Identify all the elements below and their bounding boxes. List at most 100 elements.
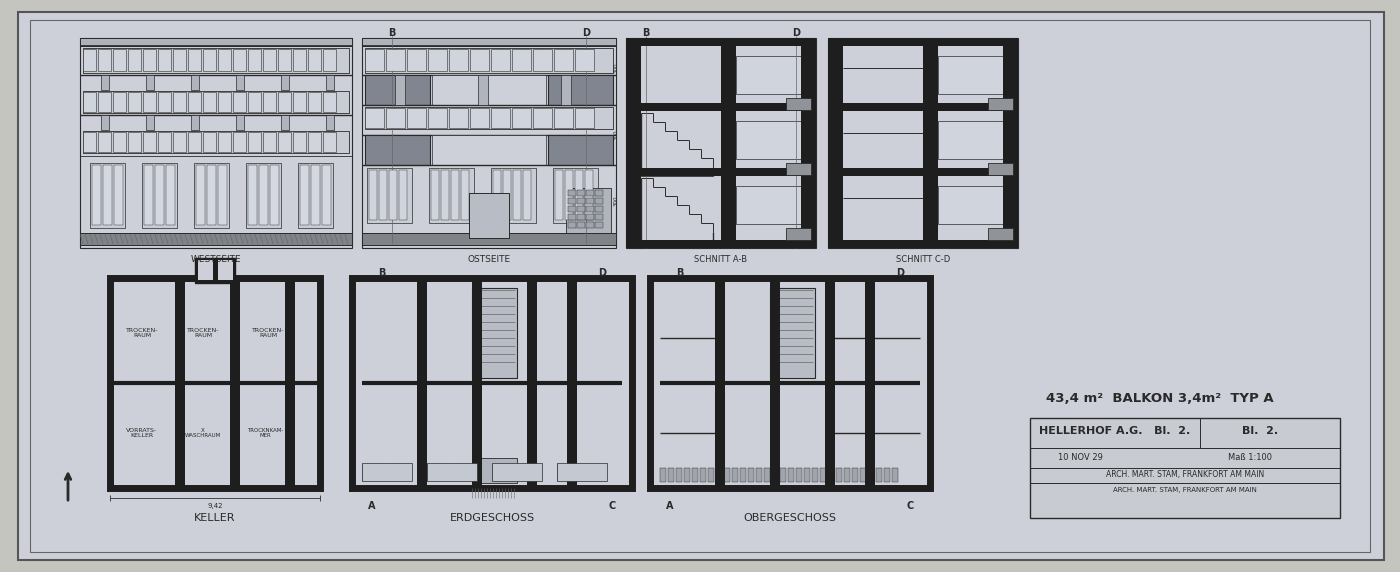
Bar — [568, 214, 575, 220]
Bar — [399, 170, 407, 220]
Bar — [470, 49, 489, 71]
Text: Maß 1:100: Maß 1:100 — [1228, 452, 1273, 462]
Bar — [748, 468, 755, 482]
Bar — [715, 468, 722, 482]
Bar — [554, 108, 573, 128]
Bar — [692, 468, 699, 482]
Bar — [311, 165, 321, 225]
Text: 300: 300 — [613, 130, 619, 140]
Bar — [263, 92, 276, 112]
Bar — [587, 222, 594, 228]
Bar — [195, 258, 235, 283]
Text: ERDGESCHOSS: ERDGESCHOSS — [449, 513, 535, 523]
Bar — [732, 468, 738, 482]
Bar — [575, 108, 594, 128]
Bar — [263, 49, 276, 71]
Bar — [298, 163, 333, 228]
Bar — [155, 165, 164, 225]
Bar — [248, 132, 260, 152]
Bar — [626, 240, 816, 248]
Bar — [232, 92, 246, 112]
Bar — [804, 468, 811, 482]
Text: D: D — [896, 268, 904, 278]
Bar — [190, 75, 199, 90]
Bar — [836, 468, 841, 482]
Bar — [554, 170, 563, 220]
Bar — [568, 222, 575, 228]
Bar — [503, 170, 511, 220]
Bar — [293, 49, 307, 71]
Bar — [389, 170, 398, 220]
Bar — [595, 214, 603, 220]
Bar — [308, 92, 321, 112]
Bar — [771, 468, 778, 482]
Bar — [493, 170, 501, 220]
Text: ARCH. MART. STAM, FRANKFORT AM MAIN: ARCH. MART. STAM, FRANKFORT AM MAIN — [1113, 487, 1257, 493]
Bar — [923, 38, 938, 248]
Bar — [365, 49, 384, 71]
Bar — [407, 49, 426, 71]
Text: 300: 300 — [613, 196, 619, 206]
Bar — [491, 168, 536, 223]
Bar — [566, 188, 610, 243]
Bar — [113, 132, 126, 152]
Bar — [512, 170, 521, 220]
Bar — [158, 132, 171, 152]
Bar — [365, 108, 384, 128]
Bar — [812, 468, 818, 482]
Bar — [650, 278, 930, 488]
Bar — [323, 49, 336, 71]
Bar — [685, 468, 690, 482]
Bar — [113, 49, 126, 71]
Bar — [554, 49, 573, 71]
Text: B: B — [378, 268, 385, 278]
Bar — [83, 132, 97, 152]
Bar — [469, 193, 510, 238]
Text: A: A — [666, 501, 673, 511]
Bar — [595, 190, 603, 196]
Bar — [626, 38, 816, 46]
Bar — [557, 463, 608, 481]
Bar — [724, 468, 729, 482]
Bar — [270, 165, 279, 225]
Bar — [370, 170, 377, 220]
Bar — [230, 278, 239, 488]
Text: D: D — [582, 28, 589, 38]
Bar — [237, 75, 244, 90]
Bar — [585, 170, 594, 220]
Bar — [575, 49, 594, 71]
Bar — [595, 206, 603, 212]
Text: VORRATS-
KELLER: VORRATS- KELLER — [126, 428, 158, 438]
Text: A: A — [368, 501, 375, 511]
Bar — [113, 165, 123, 225]
Bar — [433, 135, 546, 165]
Text: TROCKEN-
RAUM: TROCKEN- RAUM — [252, 328, 284, 339]
Bar — [668, 468, 673, 482]
Bar — [237, 115, 244, 130]
Bar — [587, 190, 594, 196]
Bar — [561, 75, 571, 105]
Bar — [98, 49, 111, 71]
Bar — [595, 198, 603, 204]
Bar — [395, 75, 405, 105]
Text: Bl.  2.: Bl. 2. — [1242, 426, 1278, 436]
Bar — [938, 56, 1002, 94]
Bar — [827, 38, 1018, 248]
Bar — [491, 108, 510, 128]
Bar — [207, 165, 216, 225]
Bar — [876, 468, 882, 482]
Bar — [363, 38, 616, 46]
Bar — [232, 49, 246, 71]
Bar — [461, 170, 469, 220]
Bar — [788, 468, 794, 482]
Bar — [101, 115, 109, 130]
Bar — [188, 92, 202, 112]
Bar — [322, 165, 330, 225]
Text: X
WASCHRAUM: X WASCHRAUM — [185, 428, 221, 438]
Bar — [553, 168, 598, 223]
Bar — [770, 278, 780, 488]
Bar — [988, 228, 1014, 240]
Bar — [259, 165, 267, 225]
Bar — [626, 38, 641, 248]
Bar — [293, 132, 307, 152]
